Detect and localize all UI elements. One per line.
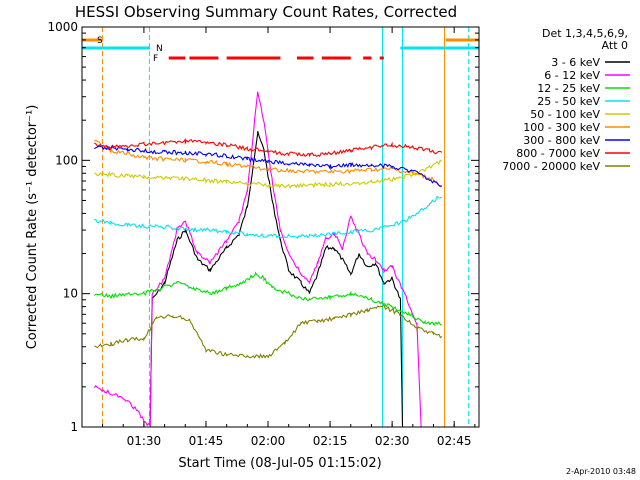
y-axis-ticks: 1 10 100 1000 bbox=[47, 20, 479, 434]
legend-label-7000-20000-kev: 7000 - 20000 keV bbox=[502, 160, 600, 173]
flag-n-label: N bbox=[156, 44, 163, 54]
series-line-25-50-kev bbox=[94, 195, 443, 239]
legend-label-12-25-kev: 12 - 25 keV bbox=[537, 82, 600, 95]
x-tick-label-0200: 02:00 bbox=[251, 434, 286, 448]
x-tick-label-0145: 01:45 bbox=[189, 434, 224, 448]
flag-f-label: F bbox=[153, 54, 158, 64]
series-line-300-800-kev bbox=[94, 144, 443, 187]
legend-label-3-6-kev: 3 - 6 keV bbox=[551, 56, 600, 69]
y-tick-label-10: 10 bbox=[63, 287, 78, 301]
plot-frame bbox=[81, 26, 480, 428]
legend-label-6-12-kev: 6 - 12 keV bbox=[544, 69, 600, 82]
legend-header-line-1: Det 1,3,4,5,6,9, bbox=[542, 27, 628, 40]
series-line-100-300-kev bbox=[93, 139, 442, 188]
legend-label-50-100-kev: 50 - 100 keV bbox=[530, 108, 600, 121]
series-line-800-7000-kev bbox=[94, 137, 443, 158]
y-tick-label-1000: 1000 bbox=[47, 20, 78, 34]
legend-header-line-2: Att 0 bbox=[602, 39, 628, 52]
y-tick-label-100: 100 bbox=[55, 153, 78, 167]
legend-label-300-800-kev: 300 - 800 keV bbox=[523, 134, 600, 147]
series-line-12-25-kev bbox=[93, 271, 443, 327]
x-tick-label-0245: 02:45 bbox=[437, 434, 472, 448]
legend-label-25-50-kev: 25 - 50 keV bbox=[537, 95, 600, 108]
plot-area: S NF bbox=[82, 27, 479, 428]
series-line-6-12-kev bbox=[93, 91, 422, 427]
flag-s-label: S bbox=[97, 36, 103, 46]
chart-title: HESSI Observing Summary Count Rates, Cor… bbox=[75, 3, 457, 21]
legend-label-100-300-kev: 100 - 300 keV bbox=[523, 121, 600, 134]
timestamp: 2-Apr-2010 03:48 bbox=[566, 467, 636, 476]
x-axis-label: Start Time (08-Jul-05 01:15:02) bbox=[178, 456, 381, 471]
series-line-50-100-kev bbox=[94, 159, 443, 189]
series-line-3-6-kev bbox=[149, 131, 404, 428]
y-tick-label-1: 1 bbox=[70, 420, 78, 434]
y-axis-label: Corrected Count Rate (s⁻¹ detector⁻¹) bbox=[25, 105, 40, 350]
x-axis-ticks: 01:30 01:45 02:00 02:15 02:30 02:45 bbox=[102, 27, 476, 448]
legend-label-800-7000-kev: 800 - 7000 keV bbox=[516, 147, 600, 160]
x-tick-label-0130: 01:30 bbox=[127, 434, 162, 448]
x-tick-label-0215: 02:15 bbox=[313, 434, 348, 448]
x-tick-label-0230: 02:30 bbox=[375, 434, 410, 448]
series-line-7000-20000-kev bbox=[93, 304, 443, 359]
